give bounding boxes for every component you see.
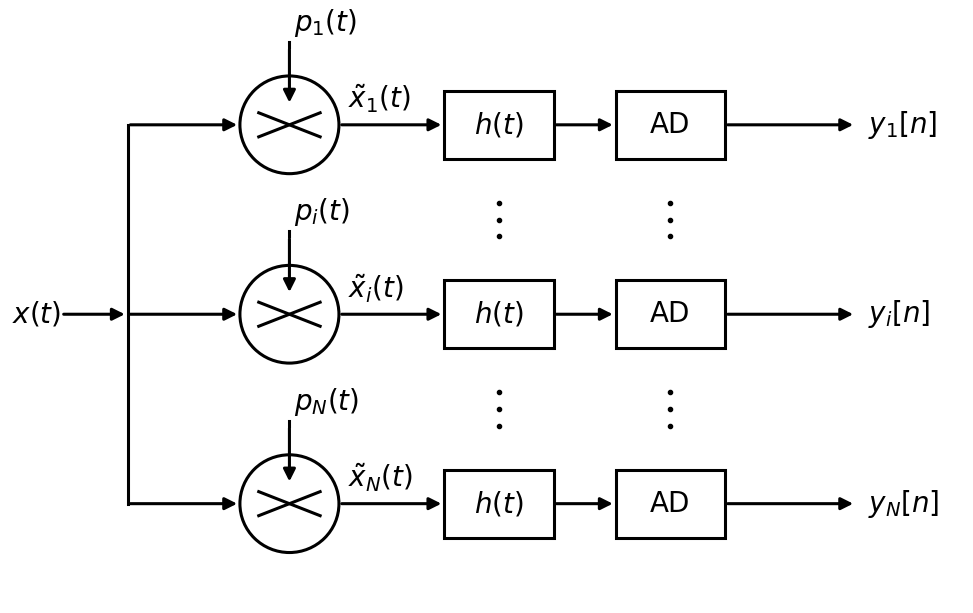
Text: AD: AD xyxy=(650,111,691,139)
Bar xyxy=(616,470,725,538)
Text: $\tilde{x}_{N}(t)$: $\tilde{x}_{N}(t)$ xyxy=(348,462,414,494)
Bar xyxy=(616,280,725,348)
Text: $y_{i}[n]$: $y_{i}[n]$ xyxy=(868,299,930,330)
Text: $y_{N}[n]$: $y_{N}[n]$ xyxy=(868,488,940,520)
Text: $p_{1}(t)$: $p_{1}(t)$ xyxy=(294,7,357,39)
Text: $h(t)$: $h(t)$ xyxy=(474,300,523,329)
Text: $x(t)$: $x(t)$ xyxy=(12,300,61,329)
Text: $h(t)$: $h(t)$ xyxy=(474,489,523,518)
Bar xyxy=(444,91,554,159)
Text: $h(t)$: $h(t)$ xyxy=(474,110,523,139)
Bar xyxy=(616,91,725,159)
Bar xyxy=(444,470,554,538)
Bar xyxy=(444,280,554,348)
Text: AD: AD xyxy=(650,490,691,517)
Text: $y_{1}[n]$: $y_{1}[n]$ xyxy=(868,109,938,141)
Text: $p_{i}(t)$: $p_{i}(t)$ xyxy=(294,196,350,229)
Text: AD: AD xyxy=(650,300,691,328)
Text: $\tilde{x}_{1}(t)$: $\tilde{x}_{1}(t)$ xyxy=(348,83,412,115)
Text: $p_{N}(t)$: $p_{N}(t)$ xyxy=(294,386,359,418)
Text: $\tilde{x}_{i}(t)$: $\tilde{x}_{i}(t)$ xyxy=(348,272,404,305)
